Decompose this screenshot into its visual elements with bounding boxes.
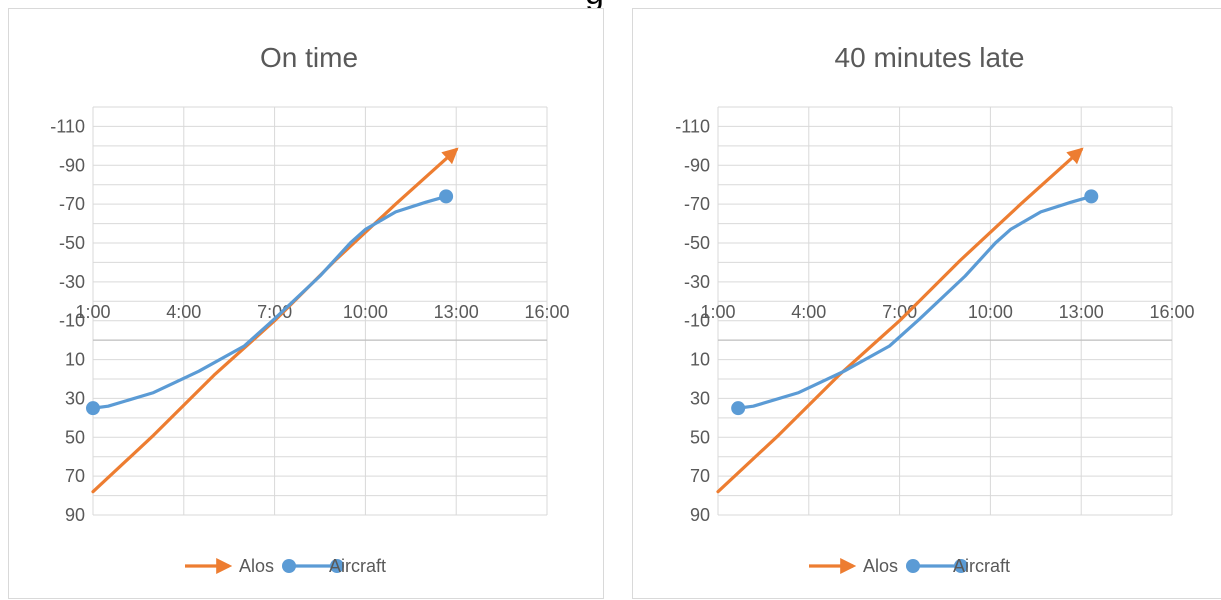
y-tick-label: 10 bbox=[690, 350, 710, 370]
data-point bbox=[439, 189, 454, 204]
series-line-alos bbox=[716, 147, 1084, 494]
y-tick-label: -30 bbox=[59, 272, 85, 292]
series-line-aircraft bbox=[736, 194, 1093, 410]
x-tick-label: 4:00 bbox=[791, 302, 826, 322]
y-tick-label: -30 bbox=[684, 272, 710, 292]
y-tick-label: 30 bbox=[690, 388, 710, 408]
legend-label: Alos bbox=[239, 556, 274, 576]
y-tick-label: 70 bbox=[65, 466, 85, 486]
y-tick-label: 50 bbox=[690, 427, 710, 447]
x-tick-label: 10:00 bbox=[968, 302, 1013, 322]
series-aircraft bbox=[86, 189, 454, 416]
x-tick-label: 16:00 bbox=[524, 302, 569, 322]
data-point bbox=[1084, 189, 1099, 204]
chart-title: On time bbox=[260, 42, 358, 73]
legend-label: Aircraft bbox=[329, 556, 386, 576]
legend-item-alos: Alos bbox=[809, 556, 898, 576]
series-aircraft bbox=[731, 189, 1099, 416]
x-tick-label: 4:00 bbox=[166, 302, 201, 322]
y-tick-label: -70 bbox=[59, 194, 85, 214]
legend: Alos Aircraft bbox=[809, 556, 1010, 576]
y-tick-label: 90 bbox=[65, 505, 85, 525]
y-tick-label: -10 bbox=[684, 311, 710, 331]
y-tick-label: -50 bbox=[59, 233, 85, 253]
y-tick-label: -90 bbox=[59, 155, 85, 175]
data-point bbox=[731, 401, 746, 416]
series-alos bbox=[716, 147, 1084, 494]
y-tick-label: -50 bbox=[684, 233, 710, 253]
legend-marker bbox=[954, 559, 968, 573]
x-tick-label: 1:00 bbox=[75, 302, 110, 322]
x-tick-label: 7:00 bbox=[882, 302, 917, 322]
data-point bbox=[86, 401, 100, 416]
legend-marker bbox=[330, 559, 344, 573]
y-tick-label: -70 bbox=[684, 194, 710, 214]
y-tick-label: 30 bbox=[65, 388, 85, 408]
legend-label: Aircraft bbox=[953, 556, 1010, 576]
y-tick-label: -10 bbox=[59, 311, 85, 331]
series-line-aircraft bbox=[91, 194, 448, 410]
gridlines bbox=[92, 106, 548, 516]
y-tick-label: 70 bbox=[690, 466, 710, 486]
legend-item-aircraft: Aircraft bbox=[906, 556, 1010, 576]
chart-panel-40-minutes-late: 40 minutes late -110 -90 -70 -50 -30 -10 10 30 50… bbox=[632, 8, 1221, 599]
y-tick-label: -110 bbox=[675, 116, 710, 136]
x-tick-label: 13:00 bbox=[434, 302, 479, 322]
x-tick-label: 16:00 bbox=[1149, 302, 1194, 322]
chart-title: 40 minutes late bbox=[835, 42, 1025, 73]
legend-item-alos: Alos bbox=[185, 556, 274, 576]
y-tick-label: 10 bbox=[65, 350, 85, 370]
y-tick-label: -90 bbox=[684, 155, 710, 175]
y-tick-label: -110 bbox=[50, 116, 85, 136]
chart-40-minutes-late: 40 minutes late -110 -90 -70 -50 -30 -10 10 30 50… bbox=[675, 42, 1194, 576]
legend-item-aircraft: Aircraft bbox=[282, 556, 386, 576]
legend-label: Alos bbox=[863, 556, 898, 576]
x-tick-label: 1:00 bbox=[700, 302, 735, 322]
gridlines bbox=[717, 106, 1173, 516]
legend-marker bbox=[906, 559, 920, 573]
y-tick-label: 50 bbox=[65, 427, 85, 447]
x-tick-label: 7:00 bbox=[257, 302, 292, 322]
legend-marker bbox=[282, 559, 296, 573]
chart-panel-on-time: On time -110 -90 -70 -50 -30 -10 10 30 50 70 90 1:00… bbox=[8, 8, 604, 599]
x-tick-label: 13:00 bbox=[1059, 302, 1104, 322]
chart-on-time: On time -110 -90 -70 -50 -30 -10 10 30 50 70 90 1:00… bbox=[50, 42, 569, 576]
x-tick-label: 10:00 bbox=[343, 302, 388, 322]
y-tick-label: 90 bbox=[690, 505, 710, 525]
legend: Alos Aircraft bbox=[185, 556, 386, 576]
